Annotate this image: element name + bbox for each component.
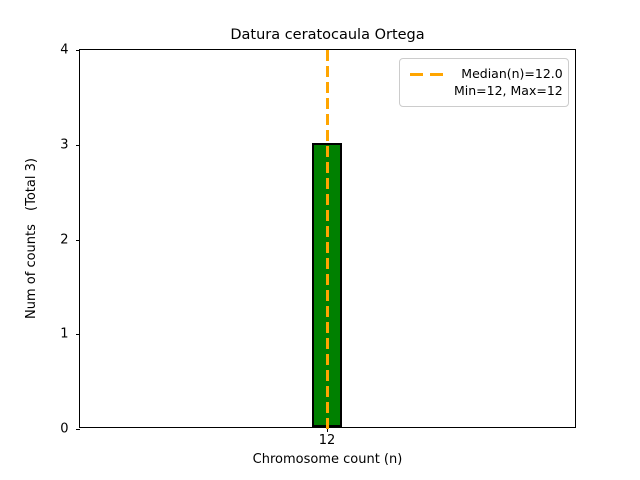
y-tick-3: 3	[60, 138, 80, 151]
median-line	[326, 50, 329, 429]
x-tick-12	[327, 427, 329, 432]
legend-entry-minmax: Min=12, Max=12	[454, 83, 563, 98]
y-tick-0: 0	[60, 423, 80, 436]
plot-area: 0 1 2 3 4 12 Median(n)=12.0	[60, 44, 576, 448]
x-axis-label: Chromosome count (n)	[252, 452, 403, 467]
y-tick-label-2: 2	[60, 232, 69, 247]
legend: Median(n)=12.0 Min=12, Max=12	[399, 58, 569, 107]
y-tick-label-3: 3	[60, 137, 69, 153]
legend-text: Median(n)=12.0 Min=12, Max=12	[454, 65, 563, 99]
chart-title: Datura ceratocaula Ortega	[230, 27, 425, 43]
y-tick-2: 2	[60, 233, 80, 246]
legend-dashed-line-icon	[409, 67, 445, 83]
y-axis-label-line1: Num of counts	[24, 224, 39, 319]
x-tick-label-12: 12	[318, 433, 336, 448]
y-tick-label-4: 4	[60, 42, 69, 58]
y-axis-label-line2: (Total 3)	[24, 158, 39, 211]
y-tick-4: 4	[60, 44, 80, 57]
legend-entry-median: Median(n)=12.0	[461, 66, 563, 81]
y-tick-label-0: 0	[60, 421, 69, 437]
y-tick-label-1: 1	[60, 326, 69, 342]
y-tick-1: 1	[60, 328, 80, 341]
y-axis-label: Num of counts (Total 3)	[24, 49, 58, 428]
